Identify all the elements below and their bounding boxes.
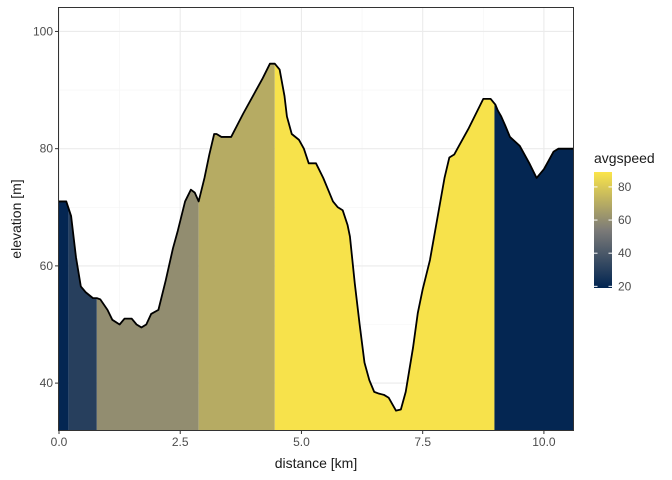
x-tick-label: 0.0	[51, 435, 68, 449]
panel-border	[58, 7, 574, 431]
legend-label: 80	[618, 180, 632, 194]
y-tick-label: 40	[40, 376, 54, 390]
y-tick-label: 100	[33, 24, 53, 38]
legend: avgspeed 20 40 60 80	[594, 150, 655, 293]
x-tick-label: 7.5	[414, 435, 431, 449]
area-segment	[96, 189, 199, 430]
y-axis-ticks: 40 60 80 100	[33, 24, 59, 390]
legend-label: 20	[618, 279, 632, 293]
elevation-area	[59, 63, 573, 431]
y-axis-title: elevation [m]	[8, 179, 24, 258]
x-tick-label: 10.0	[532, 435, 556, 449]
area-segment	[59, 201, 69, 430]
legend-ticks: 20 40 60 80	[594, 180, 632, 293]
legend-label: 60	[618, 213, 632, 227]
y-tick-label: 60	[40, 259, 54, 273]
x-axis-ticks: 0.0 2.5 5.0 7.5 10.0	[51, 430, 556, 449]
x-tick-label: 2.5	[172, 435, 189, 449]
y-tick-label: 80	[40, 142, 54, 156]
area-segment	[198, 63, 275, 431]
legend-title: avgspeed	[594, 150, 655, 166]
area-segment	[68, 208, 97, 430]
area-segment	[494, 103, 573, 430]
legend-colorbar	[594, 172, 612, 288]
elevation-line	[59, 62, 573, 412]
x-axis-title: distance [km]	[275, 455, 357, 471]
legend-label: 40	[618, 246, 632, 260]
elevation-profile-line	[59, 62, 573, 412]
x-tick-label: 5.0	[293, 435, 310, 449]
area-segment	[274, 63, 495, 431]
